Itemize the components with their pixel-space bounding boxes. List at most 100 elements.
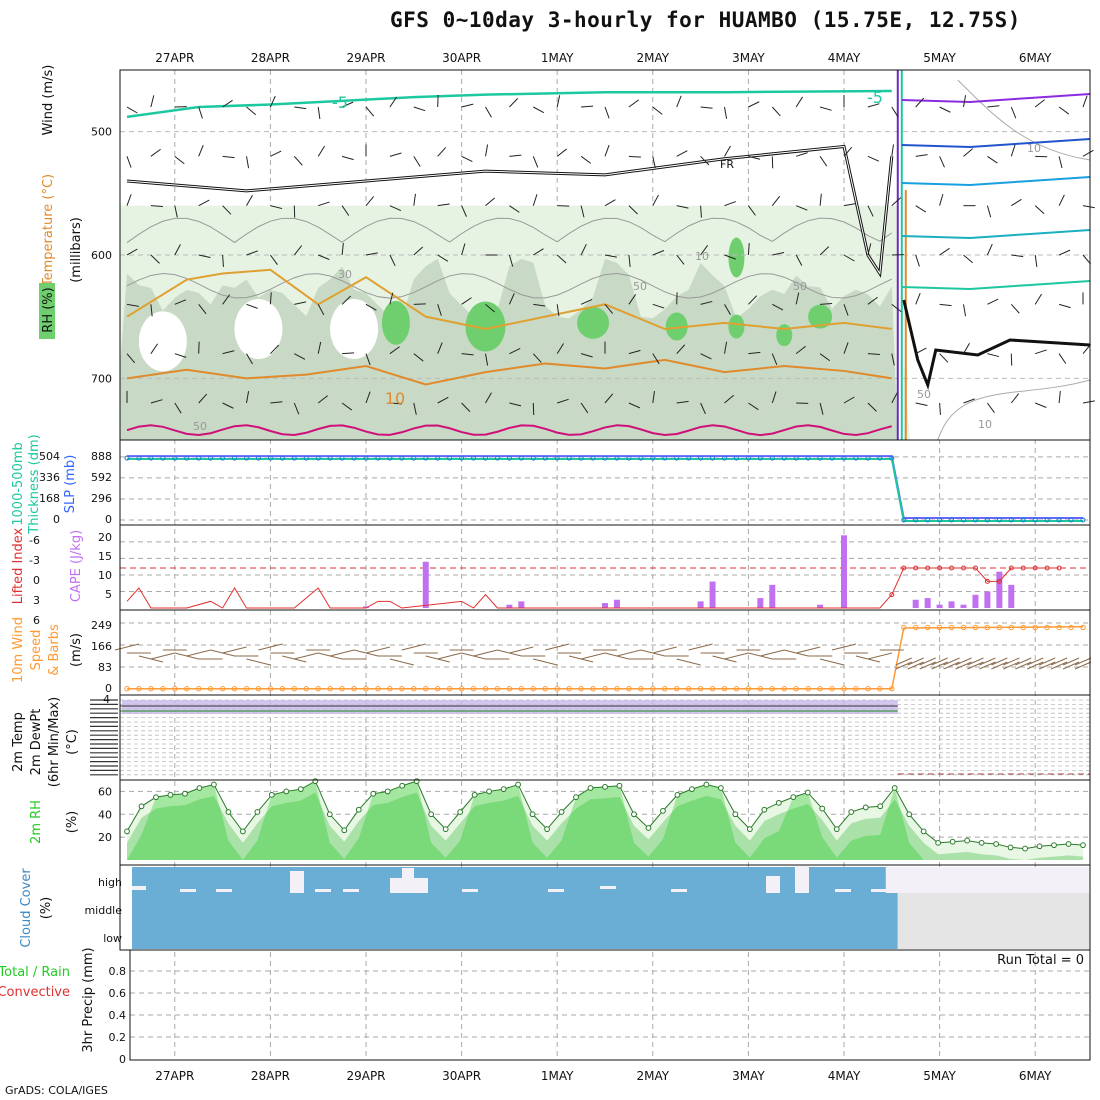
wind-barb	[341, 243, 344, 256]
wind-barb	[174, 205, 178, 218]
cape-tick: 20	[98, 531, 112, 544]
wind-speed-point	[482, 686, 489, 692]
wind-barb	[437, 396, 449, 404]
slp-point	[722, 455, 727, 461]
wind-barb-10m	[907, 657, 924, 666]
rh2m-area-dark	[127, 781, 1083, 860]
slp-point	[566, 455, 572, 461]
slp-point	[279, 455, 285, 461]
date-label-bottom: 30APR	[442, 1069, 481, 1083]
wind-speed-point	[470, 686, 477, 692]
cape-bar	[518, 601, 525, 608]
rh2m-point	[153, 794, 159, 801]
freezing-level-right	[902, 299, 1091, 391]
wind-barb-10m	[919, 657, 936, 666]
rh2m-point	[196, 785, 203, 791]
slp-point	[841, 455, 847, 461]
wind-barb	[437, 304, 442, 316]
minmax-label: (6hr Min/Max)	[47, 697, 62, 787]
wind-barb-10m	[867, 652, 892, 660]
wind-speed-point	[578, 686, 584, 692]
cape-bar	[817, 604, 824, 608]
wind-speed-point	[913, 624, 919, 631]
wind-barb-10m	[401, 643, 426, 651]
wind-barb-10m	[545, 643, 570, 651]
wind-barb	[580, 243, 587, 256]
wind-barb-10m	[580, 652, 606, 660]
wind-speed-point	[805, 686, 811, 692]
wind-barb	[269, 95, 276, 108]
wind-barb-10m	[389, 658, 414, 666]
thickness-tick: 504	[39, 450, 60, 463]
wind-barb-10m	[1003, 661, 1020, 670]
wind-barb	[843, 254, 855, 262]
date-label-bottom: 28APR	[251, 1069, 290, 1083]
wind-barb	[963, 254, 974, 264]
wind-barb	[604, 106, 610, 119]
panel-frame-slp	[119, 439, 1091, 526]
wind-barb	[126, 353, 136, 364]
temp-tick: 4	[103, 693, 110, 706]
wind-barb	[198, 106, 203, 119]
wind-barb	[533, 248, 544, 256]
upper-air-panel: -5 -5 FR 10 30 50 50 50 10 10 50 10	[120, 70, 1095, 441]
wind-barb	[772, 252, 785, 256]
li-point	[925, 565, 931, 571]
cloud-cover-clear-high	[885, 867, 1090, 893]
temp-10c-line	[126, 358, 892, 386]
cloud-gap	[766, 876, 780, 893]
wind-barb	[676, 95, 682, 108]
wind-barb	[915, 347, 927, 355]
wind-barb	[724, 394, 735, 404]
slp-point	[184, 455, 190, 461]
wind-barb	[700, 244, 709, 256]
wind-barb-10m	[1026, 661, 1044, 670]
cloud-tick: middle	[84, 904, 122, 917]
wind-barb	[461, 297, 472, 305]
cape-bar	[602, 603, 608, 608]
slp-point	[494, 455, 500, 461]
wind-speed-point	[423, 686, 429, 692]
cloud-gap	[548, 889, 564, 892]
wind-barb	[915, 97, 925, 108]
slp-point	[865, 455, 871, 461]
wind-barb	[317, 145, 325, 157]
wind-barb	[509, 154, 522, 157]
slp-point	[590, 455, 596, 461]
wind-barb	[509, 347, 521, 355]
cloud-gap	[180, 889, 196, 892]
wind-barb-10m	[831, 643, 857, 651]
wind-barb	[485, 353, 489, 366]
wind-barb-10m	[991, 657, 1008, 666]
wind-barb	[413, 353, 424, 362]
cape-bar	[506, 604, 513, 608]
wind-speed-point	[363, 686, 369, 692]
wind-barb	[580, 205, 585, 218]
rh2m-point	[312, 778, 319, 785]
precip-convective-label: Convective	[0, 985, 70, 1000]
cloud-gap	[132, 886, 146, 890]
slp-point	[208, 455, 214, 461]
slp-tick: 296	[91, 492, 112, 505]
wind-barb	[389, 152, 402, 157]
cape-li-panel	[120, 535, 1090, 609]
slp-point	[889, 455, 895, 461]
wind-barb-10m	[931, 661, 948, 670]
cape-label: CAPE (J/kg)	[69, 530, 84, 602]
rh-high-blob	[776, 324, 793, 347]
wind-speed-point	[506, 686, 513, 692]
rh2m-point	[1022, 845, 1028, 852]
wind-barb	[676, 344, 686, 355]
rh2m-point	[341, 827, 348, 834]
rh2m-point	[384, 788, 391, 795]
wind-tick: 83	[98, 661, 112, 674]
li-tick: 3	[33, 594, 40, 607]
cloud-gap	[216, 889, 232, 892]
slp-point	[232, 455, 238, 461]
contour-label: 50	[193, 420, 207, 433]
wind-barb	[795, 292, 800, 305]
wind-speed-point	[554, 686, 560, 692]
pressure-tick: 600	[91, 249, 112, 262]
wind-barb	[987, 155, 998, 164]
cape-bar	[960, 604, 967, 608]
